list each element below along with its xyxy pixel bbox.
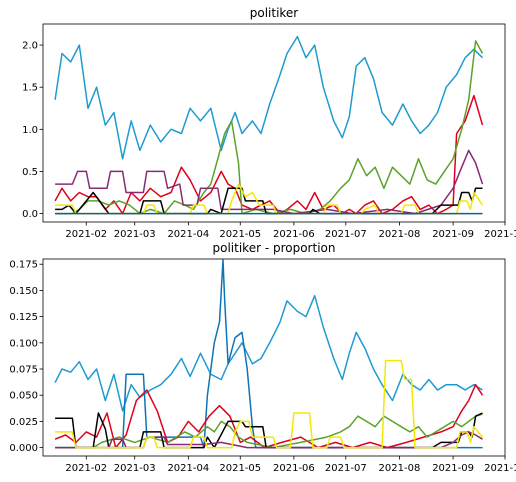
x-tick-label: 2021-07: [325, 229, 367, 240]
chart-title: politiker: [250, 6, 299, 20]
y-tick-label: 0.025: [9, 417, 38, 428]
y-tick-label: 0.5: [22, 167, 38, 178]
y-tick-label: 0.000: [9, 443, 38, 454]
series-line-2: [54, 94, 484, 215]
x-tick-label: 2021-08: [379, 463, 421, 474]
series-line-3: [55, 40, 484, 215]
x-tick-label: 2021-06: [273, 463, 315, 474]
series-line-4: [55, 149, 484, 215]
x-tick-label: 2021-09: [432, 229, 474, 240]
x-tick-label: 2021-05: [219, 229, 261, 240]
y-tick-label: 0.0: [22, 209, 38, 220]
series-line-1: [54, 294, 483, 412]
plot-frame: [42, 23, 506, 223]
y-tick-label: 0.050: [9, 391, 38, 402]
x-tick-label: 2021-08: [379, 229, 421, 240]
series-line-1: [54, 35, 484, 160]
y-tick-label: 0.125: [9, 312, 38, 323]
y-tick-label: 0.075: [9, 365, 38, 376]
x-tick-label: 2021-04: [167, 463, 209, 474]
y-tick-label: 0.150: [9, 286, 38, 297]
x-tick-label: 2021-09: [432, 463, 474, 474]
x-tick-label: 2021-04: [167, 229, 209, 240]
series-line-2: [55, 259, 483, 449]
x-tick-label: 2021-10: [484, 463, 516, 474]
chart-title: politiker - proportion: [213, 241, 336, 255]
series-line-4: [55, 413, 483, 449]
x-tick-label: 2021-10: [484, 229, 516, 240]
x-tick-label: 2021-03: [114, 229, 156, 240]
x-tick-label: 2021-03: [114, 463, 156, 474]
x-tick-label: 2021-05: [219, 463, 261, 474]
x-tick-label: 2021-06: [273, 229, 315, 240]
y-tick-label: 0.100: [9, 338, 38, 349]
x-tick-label: 2021-02: [65, 229, 107, 240]
x-tick-label: 2021-07: [325, 463, 367, 474]
series-line-7: [55, 359, 484, 449]
chart-top-politiker: politiker 0.0 0.5 1.0 1.5 2.0 2021-02 2021-03 20…: [22, 6, 516, 240]
y-tick-label: 0.175: [9, 260, 38, 271]
y-tick-label: 2.0: [22, 41, 38, 52]
x-tick-label: 2021-02: [65, 463, 107, 474]
y-tick-label: 1.0: [22, 125, 38, 136]
y-tick-label: 1.5: [22, 83, 38, 94]
chart-bottom-proportion: politiker - proportion 0.000 0.025 0.050 0.0…: [9, 241, 516, 474]
plot-frame: [42, 258, 506, 457]
series-line-6: [55, 431, 483, 449]
